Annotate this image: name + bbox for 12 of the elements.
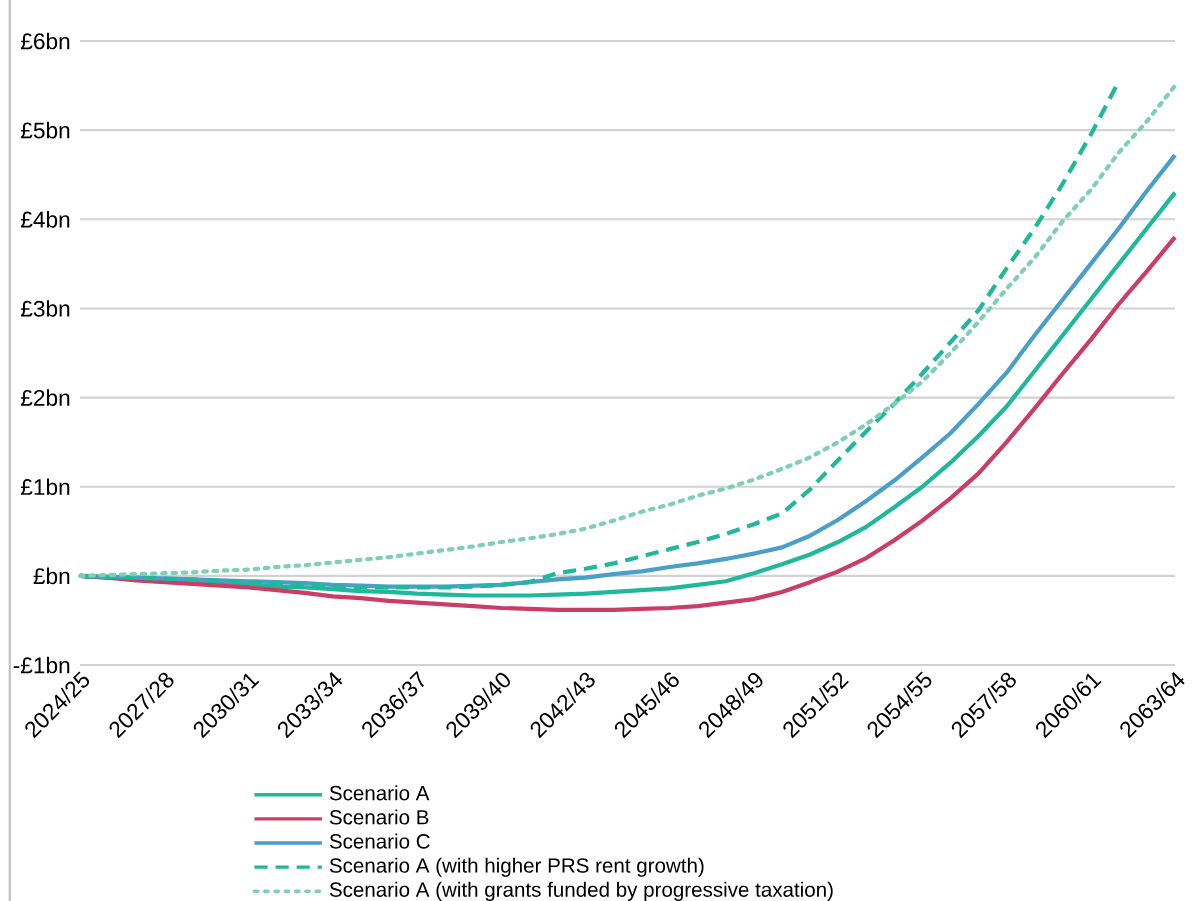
legend-label: Scenario A [329, 785, 430, 801]
legend-label: Scenario B [329, 809, 429, 825]
legend-label: Scenario A (with grants funded by progressive taxation) [329, 881, 833, 901]
y-tick-label: £5bn [20, 121, 70, 139]
y-tick-label: £6bn [20, 32, 70, 50]
legend-label: Scenario C [329, 833, 430, 849]
y-tick-label: £1bn [20, 478, 70, 496]
y-tick-label: £3bn [20, 300, 70, 317]
y-tick-label: £4bn [20, 211, 70, 228]
legend-label: Scenario A (with higher PRS rent growth) [329, 857, 704, 877]
y-tick-label: £2bn [20, 389, 70, 406]
y-tick-label: £bn [33, 567, 70, 585]
